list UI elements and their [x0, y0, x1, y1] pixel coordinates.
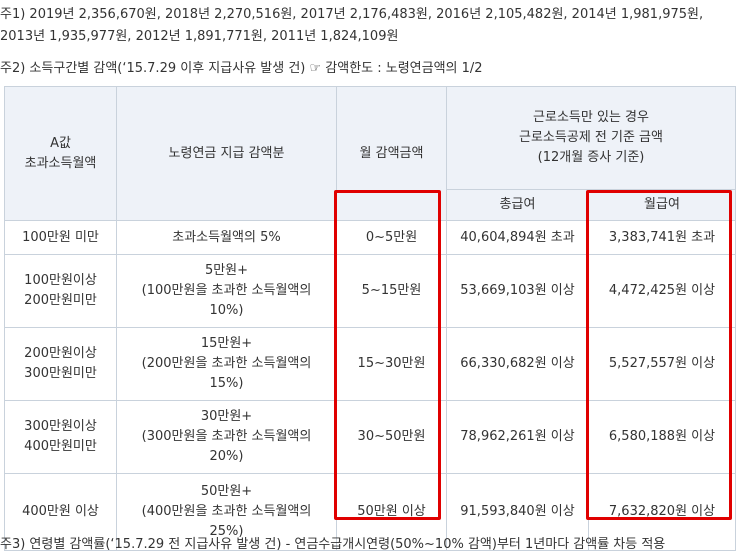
cell-reduction: 30만원+ (300만원을 초과한 소득월액의 20%) [116, 400, 337, 474]
cell-monthly-salary: 4,472,425원 이상 [588, 254, 736, 328]
cell-income: 100만원이상 200만원미만 [4, 254, 117, 328]
header-reduction: 노령연금 지급 감액분 [116, 86, 337, 221]
cell-monthly-salary: 5,527,557원 이상 [588, 327, 736, 401]
table-row: 100만원이상 200만원미만 5만원+ (100만원을 초과한 소득월액의 1… [4, 254, 736, 328]
cell-gross-salary: 78,962,261원 이상 [446, 400, 589, 474]
cell-income: 100만원 미만 [4, 220, 117, 255]
header-a-income: A값 초과소득월액 [4, 86, 117, 221]
cell-gross-salary: 40,604,894원 초과 [446, 220, 589, 255]
cell-reduction: 50만원+ (400만원을 초과한 소득월액의 25%) [116, 473, 337, 551]
note-2: 주2) 소득구간별 감액(‘15.7.29 이후 지급사유 발생 건) ☞ 감액… [0, 61, 483, 76]
pension-reduction-table: A값 초과소득월액 노령연금 지급 감액분 월 감액금액 근로소득만 있는 경우… [4, 86, 736, 551]
cell-income: 400만원 이상 [4, 473, 117, 551]
cell-monthly-salary: 3,383,741원 초과 [588, 220, 736, 255]
cell-monthly-salary: 7,632,820원 이상 [588, 473, 736, 551]
table-row: 200만원이상 300만원미만 15만원+ (200만원을 초과한 소득월액의 … [4, 327, 736, 401]
cell-monthly-salary: 6,580,188원 이상 [588, 400, 736, 474]
cell-gross-salary: 66,330,682원 이상 [446, 327, 589, 401]
header-monthly-salary: 월급여 [588, 189, 736, 221]
cell-gross-salary: 91,593,840원 이상 [446, 473, 589, 551]
cell-monthly-reduction: 30~50만원 [336, 400, 447, 474]
header-earned-income-group: 근로소득만 있는 경우 근로소득공제 전 기준 금액 (12개월 증사 기준) [446, 86, 736, 190]
table-row: 100만원 미만 초과소득월액의 5% 0~5만원 40,604,894원 초과… [4, 220, 736, 255]
cell-reduction: 15만원+ (200만원을 초과한 소득월액의 15%) [116, 327, 337, 401]
header-monthly-reduction: 월 감액금액 [336, 86, 447, 221]
cell-income: 200만원이상 300만원미만 [4, 327, 117, 401]
table-row: 300만원이상 400만원미만 30만원+ (300만원을 초과한 소득월액의 … [4, 400, 736, 474]
cell-gross-salary: 53,669,103원 이상 [446, 254, 589, 328]
note-1-line-2: 2013년 1,935,977원, 2012년 1,891,771원, 2011… [0, 29, 399, 44]
note-3: 주3) 연령별 감액률(‘15.7.29 전 지급사유 발생 건) - 연금수급… [0, 537, 666, 552]
cell-monthly-reduction: 15~30만원 [336, 327, 447, 401]
header-gross-salary: 총급여 [446, 189, 589, 221]
cell-monthly-reduction: 50만원 이상 [336, 473, 447, 551]
cell-income: 300만원이상 400만원미만 [4, 400, 117, 474]
note-1-line-1: 주1) 2019년 2,356,670원, 2018년 2,270,516원, … [0, 7, 704, 22]
cell-monthly-reduction: 5~15만원 [336, 254, 447, 328]
cell-reduction: 5만원+ (100만원을 초과한 소득월액의 10%) [116, 254, 337, 328]
cell-reduction: 초과소득월액의 5% [116, 220, 337, 255]
table-row: 400만원 이상 50만원+ (400만원을 초과한 소득월액의 25%) 50… [4, 473, 736, 551]
cell-monthly-reduction: 0~5만원 [336, 220, 447, 255]
